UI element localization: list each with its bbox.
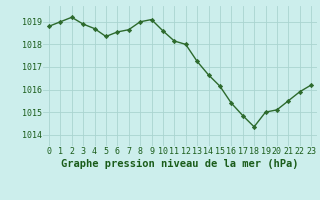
X-axis label: Graphe pression niveau de la mer (hPa): Graphe pression niveau de la mer (hPa) xyxy=(61,159,299,169)
